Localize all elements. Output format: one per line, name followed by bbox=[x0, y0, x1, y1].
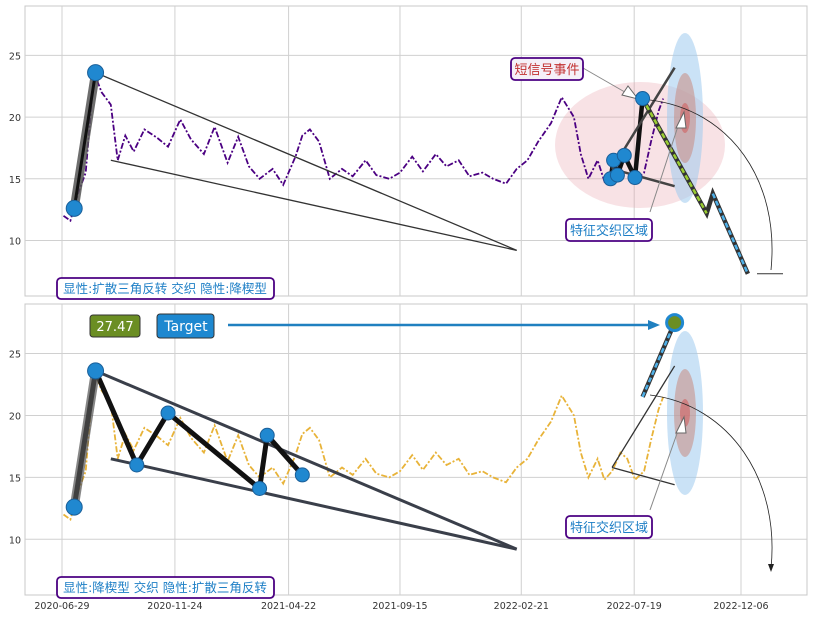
pattern-marker bbox=[65, 199, 83, 217]
y-tick-label: 10 bbox=[9, 535, 21, 546]
pattern-marker bbox=[635, 91, 651, 107]
y-tick-label: 15 bbox=[9, 175, 21, 186]
rising-leg bbox=[69, 366, 101, 512]
forecast-path bbox=[641, 322, 676, 398]
signal-arrow-line bbox=[582, 67, 631, 96]
target-label-text: Target bbox=[163, 319, 208, 335]
pattern-marker bbox=[294, 467, 310, 483]
wedge-upper-line bbox=[94, 369, 518, 551]
axis-tick-labels: 10 15 20 25 10 15 20 25 2020-06-29 2020-11-24 2021… bbox=[9, 51, 769, 612]
forecast-down-leg bbox=[641, 97, 708, 214]
recent-upper-line bbox=[611, 365, 676, 468]
price-line bbox=[62, 370, 665, 521]
signal-callout: 短信号事件 bbox=[510, 57, 584, 81]
x-tick-label: 2020-11-24 bbox=[147, 601, 202, 612]
x-tick-label: 2020-06-29 bbox=[34, 601, 89, 612]
x-tick-label: 2022-12-06 bbox=[713, 601, 768, 612]
y-tick-label: 20 bbox=[9, 411, 21, 422]
forecast-arc-head bbox=[768, 564, 774, 572]
legend-top-text: 显性:扩散三角反转 交织 隐性:降楔型 bbox=[63, 281, 267, 296]
pattern-marker bbox=[65, 498, 83, 516]
y-tick-label: 25 bbox=[9, 350, 21, 361]
legend-bottom-text: 显性:降楔型 交织 隐性:扩散三角反转 bbox=[63, 580, 267, 595]
pattern-marker bbox=[609, 167, 625, 183]
price-line bbox=[62, 72, 665, 223]
bottom-panel-overlays bbox=[667, 331, 703, 495]
zone-callout-bottom-text: 特征交织区域 bbox=[570, 520, 648, 536]
signal-callout-text: 短信号事件 bbox=[514, 63, 579, 78]
legend-box-bottom: 显性:降楔型 交织 隐性:扩散三角反转 bbox=[56, 576, 275, 599]
y-tick-label: 10 bbox=[9, 236, 21, 247]
recent-lower-line bbox=[611, 466, 675, 486]
zone-callout-top-text: 特征交织区域 bbox=[570, 223, 648, 239]
y-tick-label: 20 bbox=[9, 113, 21, 124]
target-value-text: 27.47 bbox=[96, 320, 133, 335]
legend-box-top: 显性:扩散三角反转 交织 隐性:降楔型 bbox=[56, 277, 275, 300]
upper-trend-line bbox=[95, 72, 517, 251]
rising-leg-core bbox=[72, 72, 98, 209]
y-tick-label: 15 bbox=[9, 473, 21, 484]
pattern-marker bbox=[87, 362, 105, 380]
x-tick-label: 2021-04-22 bbox=[261, 601, 316, 612]
wedge-lower-line bbox=[110, 457, 518, 551]
signal-arrow-head bbox=[621, 85, 640, 100]
target-value-badge: 27.47 bbox=[89, 314, 141, 338]
zone-callout-bottom: 特征交织区域 bbox=[565, 515, 653, 539]
top-pattern-markers bbox=[65, 64, 651, 217]
x-tick-label: 2021-09-15 bbox=[372, 601, 427, 612]
zone-arrow-head bbox=[675, 415, 687, 434]
forecast-arc bbox=[649, 394, 773, 569]
x-tick-label: 2022-02-21 bbox=[494, 601, 549, 612]
forecast-arc bbox=[649, 99, 773, 271]
zone-arrow-line bbox=[649, 119, 681, 213]
target-arrow-head bbox=[648, 320, 660, 330]
pattern-marker bbox=[616, 147, 632, 163]
bottom-pattern-markers bbox=[65, 362, 310, 516]
zone-arrow-line bbox=[649, 424, 681, 511]
y-tick-label: 25 bbox=[9, 51, 21, 62]
pattern-marker bbox=[87, 64, 105, 82]
zone-callout-top: 特征交织区域 bbox=[565, 218, 653, 242]
pattern-marker bbox=[627, 170, 643, 186]
target-marker bbox=[665, 313, 685, 333]
forecast-final-leg bbox=[711, 193, 750, 275]
x-tick-label: 2022-07-19 bbox=[607, 601, 662, 612]
pattern-marker bbox=[252, 481, 268, 497]
pattern-marker bbox=[259, 427, 275, 443]
zone-arrow-head bbox=[675, 110, 687, 129]
top-pattern-lines bbox=[69, 67, 783, 275]
bottom-price-series bbox=[62, 370, 665, 521]
lower-trend-line bbox=[110, 159, 517, 251]
target-label-badge: Target bbox=[156, 313, 215, 339]
top-price-series bbox=[62, 72, 665, 223]
pattern-marker bbox=[160, 405, 176, 421]
pattern-marker bbox=[129, 457, 145, 473]
